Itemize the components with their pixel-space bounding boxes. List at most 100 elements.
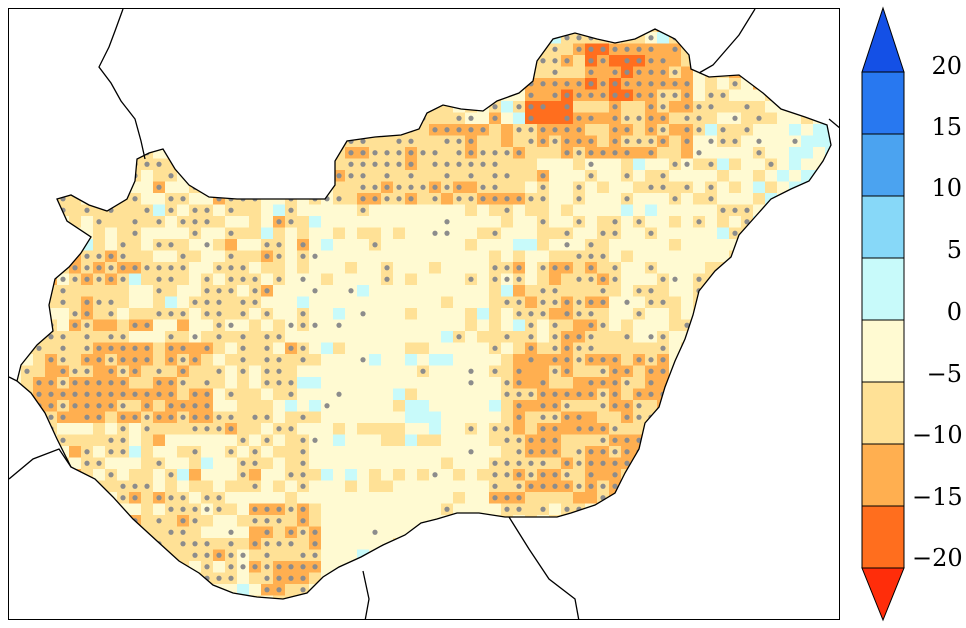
grid-cell bbox=[753, 446, 766, 458]
stipple-dot bbox=[264, 334, 270, 340]
grid-cell bbox=[153, 78, 166, 90]
grid-cell bbox=[825, 619, 838, 621]
grid-cell bbox=[765, 43, 778, 56]
stipple-dot bbox=[168, 104, 174, 110]
grid-cell bbox=[225, 66, 238, 79]
stipple-dot bbox=[552, 483, 558, 489]
stipple-dot bbox=[108, 12, 113, 17]
grid-cell bbox=[477, 216, 490, 228]
grid-cell bbox=[393, 273, 406, 286]
grid-cell bbox=[333, 216, 346, 228]
grid-cell bbox=[729, 584, 742, 596]
grid-cell bbox=[21, 204, 34, 217]
grid-cell bbox=[453, 549, 466, 562]
stipple-dot bbox=[564, 230, 570, 236]
stipple-dot bbox=[648, 426, 654, 432]
grid-cell bbox=[477, 503, 490, 516]
stipple-dot bbox=[696, 104, 702, 110]
grid-cell bbox=[645, 619, 658, 621]
grid-cell bbox=[393, 89, 406, 102]
grid-cell bbox=[93, 89, 106, 102]
grid-cell bbox=[225, 515, 238, 527]
stipple-dot bbox=[576, 460, 582, 466]
grid-cell bbox=[213, 342, 226, 355]
grid-cell bbox=[777, 308, 790, 320]
grid-cell bbox=[453, 308, 466, 320]
grid-cell bbox=[357, 423, 370, 435]
grid-cell bbox=[405, 377, 418, 389]
grid-cell bbox=[321, 239, 334, 251]
stipple-dot bbox=[816, 196, 822, 202]
grid-cell bbox=[537, 250, 550, 263]
grid-cell bbox=[573, 377, 586, 389]
grid-cell bbox=[405, 262, 418, 274]
stipple-dot bbox=[84, 127, 90, 133]
stipple-dot bbox=[720, 92, 726, 98]
grid-cell bbox=[753, 480, 766, 493]
grid-cell bbox=[165, 619, 178, 621]
grid-cell bbox=[381, 285, 394, 297]
grid-cell bbox=[693, 400, 706, 412]
grid-cell bbox=[177, 549, 190, 562]
grid-cell bbox=[681, 227, 694, 240]
grid-cell bbox=[345, 124, 358, 136]
grid-cell bbox=[153, 584, 166, 596]
grid-cell bbox=[381, 308, 394, 320]
grid-cell bbox=[69, 181, 82, 194]
grid-cell bbox=[837, 596, 840, 608]
grid-cell bbox=[597, 204, 610, 217]
grid-cell bbox=[621, 515, 634, 527]
grid-cell bbox=[813, 434, 826, 447]
grid-cell bbox=[357, 400, 370, 412]
grid-cell bbox=[705, 227, 718, 240]
stipple-dot bbox=[312, 69, 318, 75]
stipple-dot bbox=[708, 35, 714, 41]
stipple-dot bbox=[84, 12, 89, 17]
grid-cell bbox=[813, 342, 826, 355]
grid-cell bbox=[609, 250, 622, 263]
grid-cell bbox=[825, 411, 831, 424]
grid-cell bbox=[165, 434, 178, 447]
grid-cell bbox=[645, 250, 658, 263]
stipple-dot bbox=[672, 460, 678, 466]
stipple-dot bbox=[36, 391, 42, 397]
stipple-dot bbox=[516, 449, 522, 455]
grid-cell bbox=[381, 619, 394, 621]
grid-cell bbox=[177, 607, 190, 619]
grid-cell bbox=[729, 561, 742, 573]
grid-cell bbox=[201, 457, 214, 470]
grid-cell bbox=[81, 538, 94, 550]
grid-cell bbox=[741, 181, 754, 194]
grid-cell bbox=[21, 446, 34, 458]
grid-cell bbox=[789, 607, 802, 619]
grid-cell bbox=[573, 101, 586, 113]
grid-cell bbox=[489, 607, 502, 619]
grid-cell bbox=[309, 354, 322, 366]
stipple-dot bbox=[648, 380, 654, 386]
stipple-dot bbox=[492, 104, 498, 110]
grid-cell bbox=[609, 9, 622, 21]
grid-cell bbox=[189, 469, 202, 481]
grid-cell bbox=[501, 446, 514, 458]
grid-cell bbox=[453, 434, 466, 447]
grid-cell bbox=[177, 572, 190, 585]
stipple-dot bbox=[288, 391, 294, 397]
grid-cell bbox=[381, 227, 394, 240]
grid-cell bbox=[17, 538, 22, 550]
grid-cell bbox=[681, 503, 694, 516]
grid-cell bbox=[105, 607, 118, 619]
grid-cell bbox=[789, 331, 802, 343]
grid-cell bbox=[321, 469, 334, 481]
stipple-dot bbox=[144, 426, 150, 432]
grid-cell bbox=[717, 296, 730, 309]
stipple-dot bbox=[600, 58, 606, 64]
grid-cell bbox=[333, 572, 346, 585]
stipple-dot bbox=[588, 265, 594, 271]
grid-cell bbox=[273, 285, 286, 297]
grid-cell bbox=[225, 354, 238, 366]
grid-cell bbox=[573, 66, 586, 79]
grid-cell bbox=[501, 101, 514, 113]
grid-cell bbox=[429, 549, 442, 562]
grid-cell bbox=[765, 469, 778, 481]
grid-cell bbox=[585, 572, 598, 585]
